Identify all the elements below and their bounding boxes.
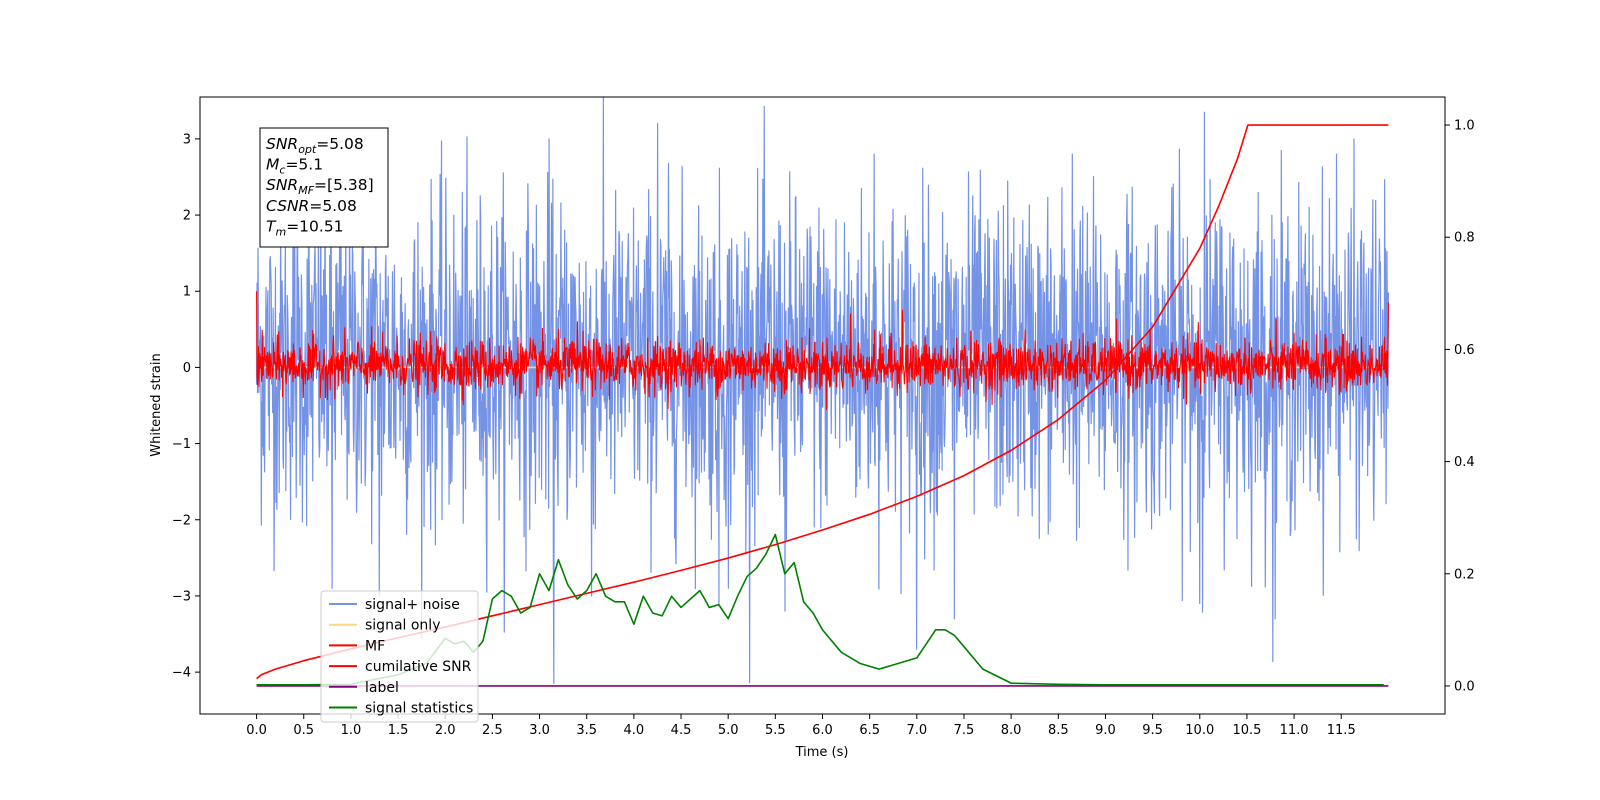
y2-tick-label: 0.2: [1454, 567, 1475, 582]
x-tick-label: 2.0: [435, 723, 456, 738]
info-row: SNRopt=5.08: [266, 135, 364, 156]
y2-tick-label: 0.8: [1454, 231, 1475, 246]
y2-tick-label: 0.6: [1454, 343, 1475, 358]
legend: signal+ noise signal only MF cumilative SNR…: [320, 590, 479, 723]
legend-entry: signal only: [365, 618, 440, 634]
y-tick-label: −4: [172, 666, 191, 681]
x-tick-label: 10.5: [1232, 723, 1261, 738]
x-tick-label: 0.5: [293, 723, 314, 738]
x-tick-label: 11.0: [1280, 723, 1309, 738]
x-tick-label: 9.0: [1095, 723, 1116, 738]
x-tick-label: 1.5: [388, 723, 409, 738]
info-row: CSNR=5.08: [266, 197, 357, 215]
info-row: SNRMF=[5.38]: [266, 176, 374, 197]
info-row: Mc=5.1: [266, 156, 323, 177]
legend-entry: signal+ noise: [365, 597, 460, 613]
x-tick-label: 4.0: [624, 723, 645, 738]
x-tick-label: 7.0: [906, 723, 927, 738]
x-ticks: 0.0 0.5 1.0 1.5 2.0 2.5 3.0 3.5 4.0 4.5 5.0 5.5 6.0 6…: [246, 714, 1356, 738]
x-tick-label: 0.0: [246, 723, 267, 738]
legend-entry: cumilative SNR: [365, 659, 472, 675]
x-tick-label: 6.0: [812, 723, 833, 738]
y-tick-label: 0: [183, 361, 191, 376]
y2-tick-label: 0.0: [1454, 679, 1475, 694]
x-tick-label: 2.5: [482, 723, 503, 738]
x-tick-label: 8.0: [1001, 723, 1022, 738]
legend-entry: MF: [365, 638, 385, 654]
info-row: Tm=10.51: [266, 217, 344, 238]
legend-frame: [320, 590, 479, 723]
x-tick-label: 5.0: [718, 723, 739, 738]
y-tick-label: −1: [172, 437, 191, 452]
y-tick-label: 3: [183, 132, 191, 147]
info-box-frame: [259, 127, 389, 248]
x-tick-label: 6.5: [859, 723, 880, 738]
y-tick-label: −3: [172, 589, 191, 604]
x-tick-label: 4.5: [671, 723, 692, 738]
x-tick-label: 11.5: [1327, 723, 1356, 738]
x-tick-label: 3.0: [529, 723, 550, 738]
x-tick-label: 9.5: [1142, 723, 1163, 738]
x-tick-label: 10.0: [1185, 723, 1214, 738]
y-tick-label: −2: [172, 513, 191, 528]
x-tick-label: 1.0: [341, 723, 362, 738]
x-tick-label: 7.5: [954, 723, 975, 738]
x-tick-label: 5.5: [765, 723, 786, 738]
y-tick-label: 2: [183, 209, 191, 224]
y2-tick-label: 1.0: [1454, 119, 1475, 134]
y2-tick-label: 0.4: [1454, 455, 1475, 470]
x-axis-label: Time (s): [795, 745, 849, 760]
y-tick-label: 1: [183, 285, 191, 300]
y2-ticks: 1.0 0.8 0.6 0.4 0.2 0.0: [1445, 119, 1475, 694]
y-ticks: 3 2 1 0 −1 −2 −3 −4: [172, 132, 200, 681]
y-axis-label: Whitened strain: [149, 353, 164, 456]
legend-entry: signal statistics: [365, 701, 473, 717]
x-tick-label: 8.5: [1048, 723, 1069, 738]
series-line: [256, 291, 1389, 410]
x-tick-label: 3.5: [576, 723, 597, 738]
series-line: [256, 533, 1384, 686]
legend-entry: label: [365, 680, 399, 696]
